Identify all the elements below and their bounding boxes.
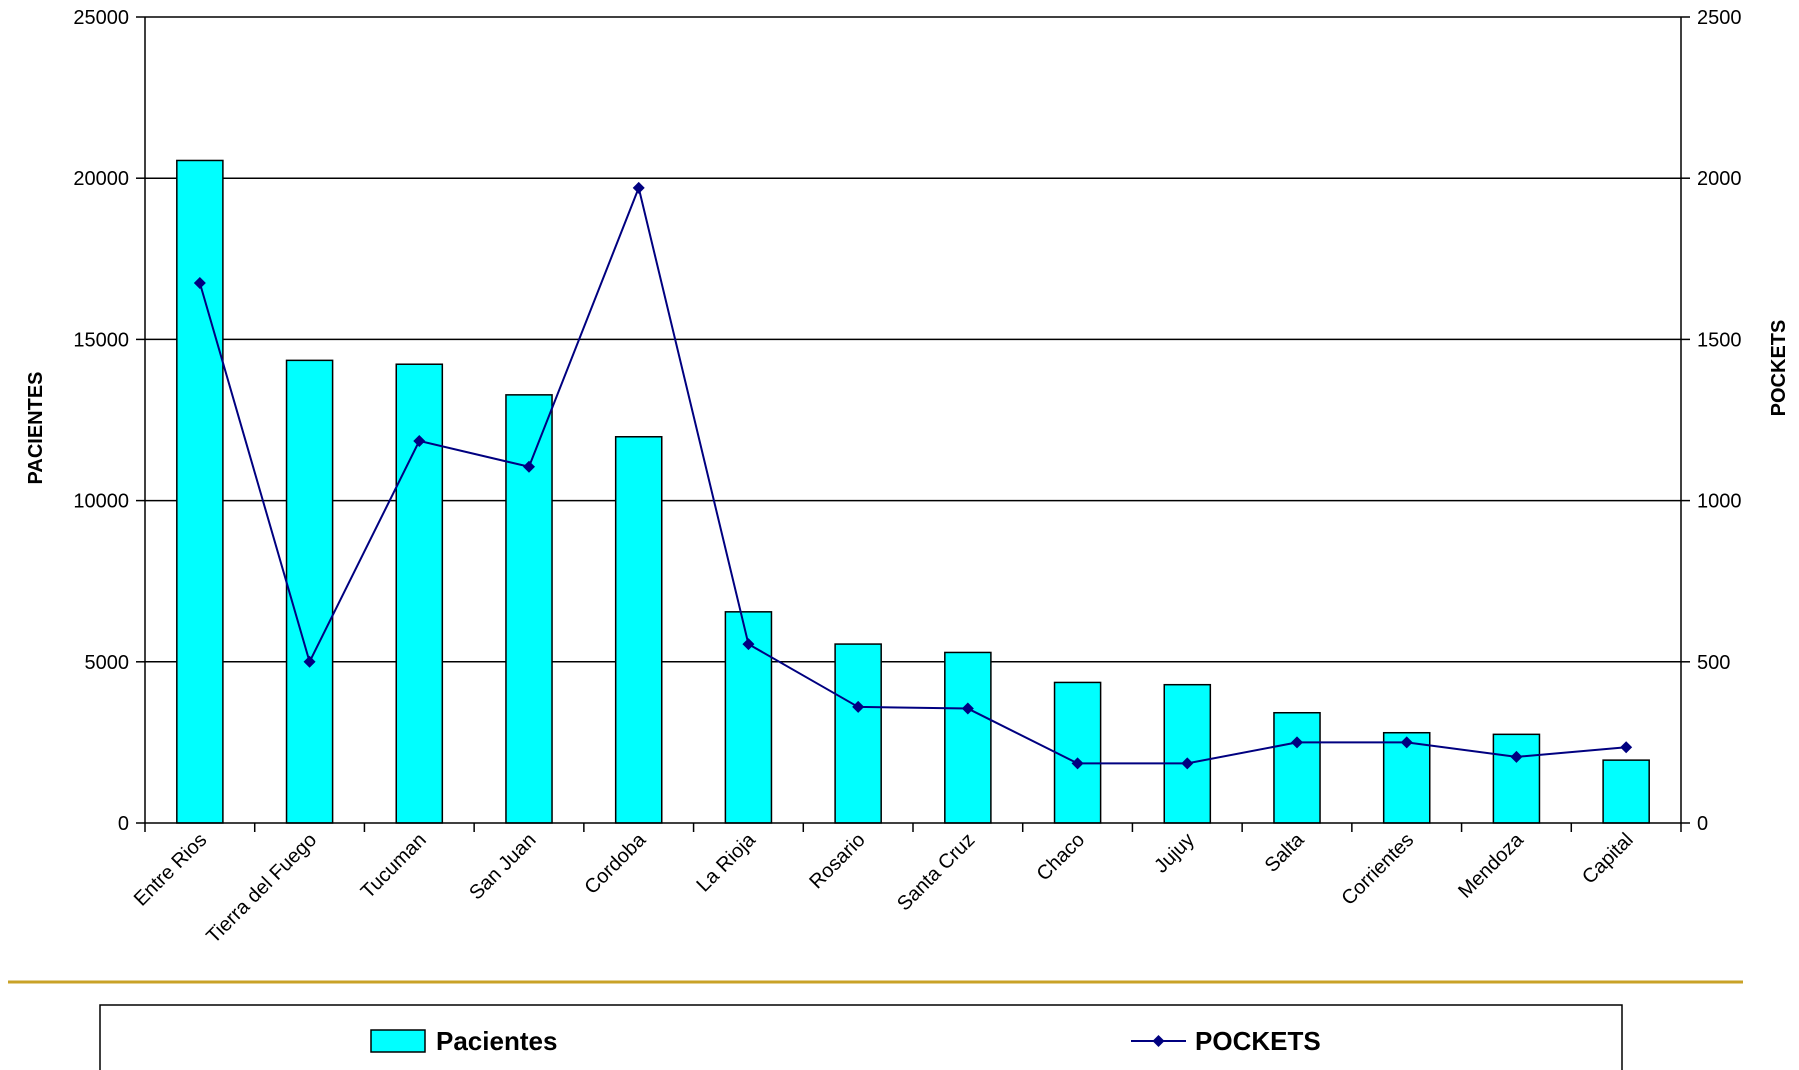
right-axis-ticks: 0 500 1000 1500 2000 2500 bbox=[1681, 7, 1742, 835]
x-tick-label-san-juan: San Juan bbox=[465, 829, 540, 904]
right-axis-title: POCKETS bbox=[1768, 320, 1790, 417]
x-tick-label-cordoba: Cordoba bbox=[580, 828, 650, 898]
x-tick-label-entre-rios: Entre Rios bbox=[130, 829, 212, 911]
y-tick-label-5000: 5000 bbox=[85, 652, 130, 674]
legend-box bbox=[100, 1005, 1622, 1070]
legend-label-pacientes: Pacientes bbox=[436, 1026, 557, 1056]
x-tick-label-tucuman: Tucuman bbox=[357, 829, 431, 903]
x-tick-label-chaco: Chaco bbox=[1033, 829, 1089, 885]
y-tick-label-15000: 15000 bbox=[73, 329, 129, 351]
y2-tick-label-1000: 1000 bbox=[1697, 491, 1742, 513]
bar-chaco bbox=[1055, 682, 1101, 823]
x-tick-label-corrientes: Corrientes bbox=[1337, 829, 1418, 910]
bar-rosario bbox=[835, 644, 881, 823]
y-tick-label-10000: 10000 bbox=[73, 491, 129, 513]
x-tick-label-capital: Capital bbox=[1578, 829, 1638, 889]
x-tick-label-jujuy: Jujuy bbox=[1150, 829, 1199, 878]
bar-cordoba bbox=[616, 437, 662, 823]
y-tick-label-25000: 25000 bbox=[73, 7, 129, 29]
gridlines bbox=[145, 17, 1681, 662]
bar-capital bbox=[1603, 760, 1649, 823]
bar-santa-cruz bbox=[945, 652, 991, 823]
bar-mendoza bbox=[1493, 734, 1539, 823]
bar-series-pacientes bbox=[177, 160, 1649, 823]
legend-swatch-pacientes bbox=[371, 1030, 425, 1052]
bar-jujuy bbox=[1164, 685, 1210, 823]
bar-tucuman bbox=[396, 364, 442, 823]
y2-tick-label-0: 0 bbox=[1697, 813, 1708, 835]
x-tick-label-santa-cruz: Santa Cruz bbox=[893, 829, 979, 915]
pockets-point-cordoba bbox=[633, 182, 645, 194]
x-tick-label-tierra-del-fuego: Tierra del Fuego bbox=[202, 829, 321, 948]
y-tick-label-0: 0 bbox=[118, 813, 129, 835]
left-axis-title: PACIENTES bbox=[25, 372, 47, 485]
x-tick-label-salta: Salta bbox=[1261, 828, 1309, 876]
bar-salta bbox=[1274, 713, 1320, 823]
y2-tick-label-2000: 2000 bbox=[1697, 168, 1742, 190]
left-axis-ticks: 0 5000 10000 15000 20000 25000 bbox=[73, 7, 145, 835]
x-tick-label-rosario: Rosario bbox=[805, 829, 869, 893]
y2-tick-label-2500: 2500 bbox=[1697, 7, 1742, 29]
axes bbox=[145, 17, 1681, 832]
bar-san-juan bbox=[506, 395, 552, 823]
x-tick-label-mendoza: Mendoza bbox=[1454, 828, 1528, 902]
x-tick-label-la-rioja: La Rioja bbox=[693, 828, 761, 896]
y2-tick-label-1500: 1500 bbox=[1697, 329, 1742, 351]
legend: Pacientes POCKETS bbox=[100, 1005, 1622, 1070]
y2-tick-label-500: 500 bbox=[1697, 652, 1730, 674]
y-tick-label-20000: 20000 bbox=[73, 168, 129, 190]
legend-label-pockets: POCKETS bbox=[1195, 1026, 1321, 1056]
pockets-point-capital bbox=[1620, 741, 1632, 753]
bar-tierra-del-fuego bbox=[287, 360, 333, 823]
bar-entre-rios bbox=[177, 160, 223, 823]
